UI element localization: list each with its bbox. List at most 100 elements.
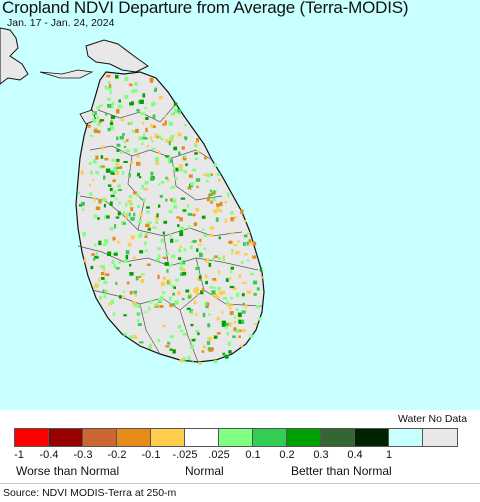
sri-lanka-map[interactable]: [0, 0, 480, 410]
ndvi-pixel: [241, 329, 246, 333]
map-panel[interactable]: Cropland NDVI Departure from Average (Te…: [0, 0, 480, 410]
ndvi-pixel: [241, 261, 244, 264]
ndvi-pixel: [243, 220, 247, 223]
ndvi-pixel: [221, 323, 226, 327]
ndvi-pixel: [146, 144, 150, 148]
ndvi-pixel: [236, 328, 240, 334]
ndvi-pixel: [119, 135, 124, 140]
ndvi-pixel: [103, 203, 107, 208]
ndvi-pixel: [173, 102, 178, 106]
ndvi-pixel: [135, 276, 139, 281]
ndvi-pixel: [165, 345, 170, 348]
ndvi-pixel: [109, 170, 115, 174]
ndvi-pixel: [165, 138, 169, 143]
ndvi-pixel: [165, 155, 170, 158]
ndvi-pixel: [132, 256, 137, 259]
ndvi-pixel: [197, 332, 200, 336]
ndvi-pixel: [179, 230, 183, 233]
ndvi-pixel: [228, 240, 233, 244]
ndvi-pixel: [196, 248, 199, 252]
ndvi-pixel: [226, 331, 230, 336]
ndvi-pixel: [230, 266, 234, 270]
ndvi-pixel: [235, 292, 240, 297]
ndvi-pixel: [137, 312, 142, 315]
ndvi-pixel: [95, 206, 101, 211]
ndvi-pixel: [158, 135, 162, 139]
ndvi-pixel: [244, 304, 248, 309]
ndvi-pixel: [191, 168, 197, 172]
ndvi-pixel: [195, 266, 200, 270]
ndvi-pixel: [187, 356, 191, 360]
ndvi-pixel: [201, 215, 206, 219]
ndvi-pixel: [170, 113, 175, 116]
ndvi-pixel: [179, 217, 183, 222]
ndvi-pixel: [169, 303, 173, 308]
ndvi-pixel: [249, 334, 254, 338]
ndvi-pixel: [125, 214, 129, 219]
ndvi-pixel: [171, 254, 176, 259]
ndvi-pixel: [99, 265, 103, 268]
ndvi-pixel: [169, 233, 172, 237]
ndvi-pixel: [208, 262, 212, 267]
ndvi-pixel: [190, 181, 194, 187]
ndvi-pixel: [80, 170, 84, 175]
ndvi-pixel: [248, 239, 251, 243]
ndvi-pixel: [112, 236, 116, 241]
ndvi-pixel: [123, 140, 126, 144]
ndvi-pixel: [254, 323, 258, 326]
ndvi-pixel: [217, 270, 221, 275]
ndvi-pixel: [182, 272, 187, 276]
ndvi-pixel: [212, 190, 216, 195]
ndvi-pixel: [228, 350, 232, 354]
ndvi-pixel: [122, 222, 127, 225]
ndvi-pixel: [177, 132, 182, 137]
ndvi-pixel: [156, 213, 159, 218]
ndvi-pixel: [117, 211, 121, 216]
ndvi-pixel: [96, 106, 100, 110]
ndvi-pixel: [241, 310, 246, 314]
ndvi-pixel: [210, 200, 213, 204]
ndvi-pixel: [189, 344, 195, 349]
ndvi-pixel: [182, 357, 187, 361]
ndvi-pixel: [109, 122, 114, 126]
ndvi-pixel: [121, 295, 125, 299]
ndvi-pixel: [160, 238, 164, 243]
ndvi-pixel: [258, 317, 262, 321]
ndvi-pixel: [142, 136, 146, 140]
ndvi-pixel: [127, 242, 132, 247]
legend-swatch-10: [355, 429, 389, 446]
ndvi-pixel: [98, 277, 101, 282]
ndvi-pixel: [114, 74, 119, 79]
ndvi-pixel: [133, 191, 137, 195]
ndvi-pixel: [100, 271, 105, 276]
ndvi-pixel: [204, 156, 207, 160]
ndvi-pixel: [159, 194, 163, 198]
ndvi-pixel: [147, 227, 151, 231]
ndvi-pixel: [192, 213, 196, 217]
ndvi-pixel: [110, 119, 113, 122]
ndvi-pixel: [182, 156, 187, 161]
ndvi-pixel: [123, 145, 127, 148]
ndvi-pixel: [131, 89, 135, 94]
ndvi-pixel: [179, 359, 184, 363]
ndvi-pixel: [161, 181, 165, 184]
ndvi-pixel: [104, 214, 107, 220]
ndvi-pixel: [166, 269, 169, 273]
ndvi-pixel: [198, 361, 202, 365]
ndvi-pixel: [110, 194, 115, 198]
ndvi-pixel: [230, 232, 235, 235]
ndvi-pixel: [107, 103, 112, 108]
ndvi-pixel: [218, 209, 223, 213]
ndvi-pixel: [137, 319, 140, 323]
ndvi-pixel: [154, 215, 159, 220]
ndvi-pixel: [165, 252, 169, 255]
ndvi-pixel: [139, 99, 144, 104]
ndvi-pixel: [198, 243, 202, 246]
ndvi-pixel: [146, 210, 150, 214]
ndvi-pixel: [127, 122, 131, 125]
ndvi-pixel: [259, 267, 263, 272]
ndvi-pixel: [154, 87, 158, 92]
ndvi-pixel: [133, 212, 136, 217]
ndvi-pixel: [116, 143, 121, 147]
ndvi-pixel: [205, 280, 209, 285]
